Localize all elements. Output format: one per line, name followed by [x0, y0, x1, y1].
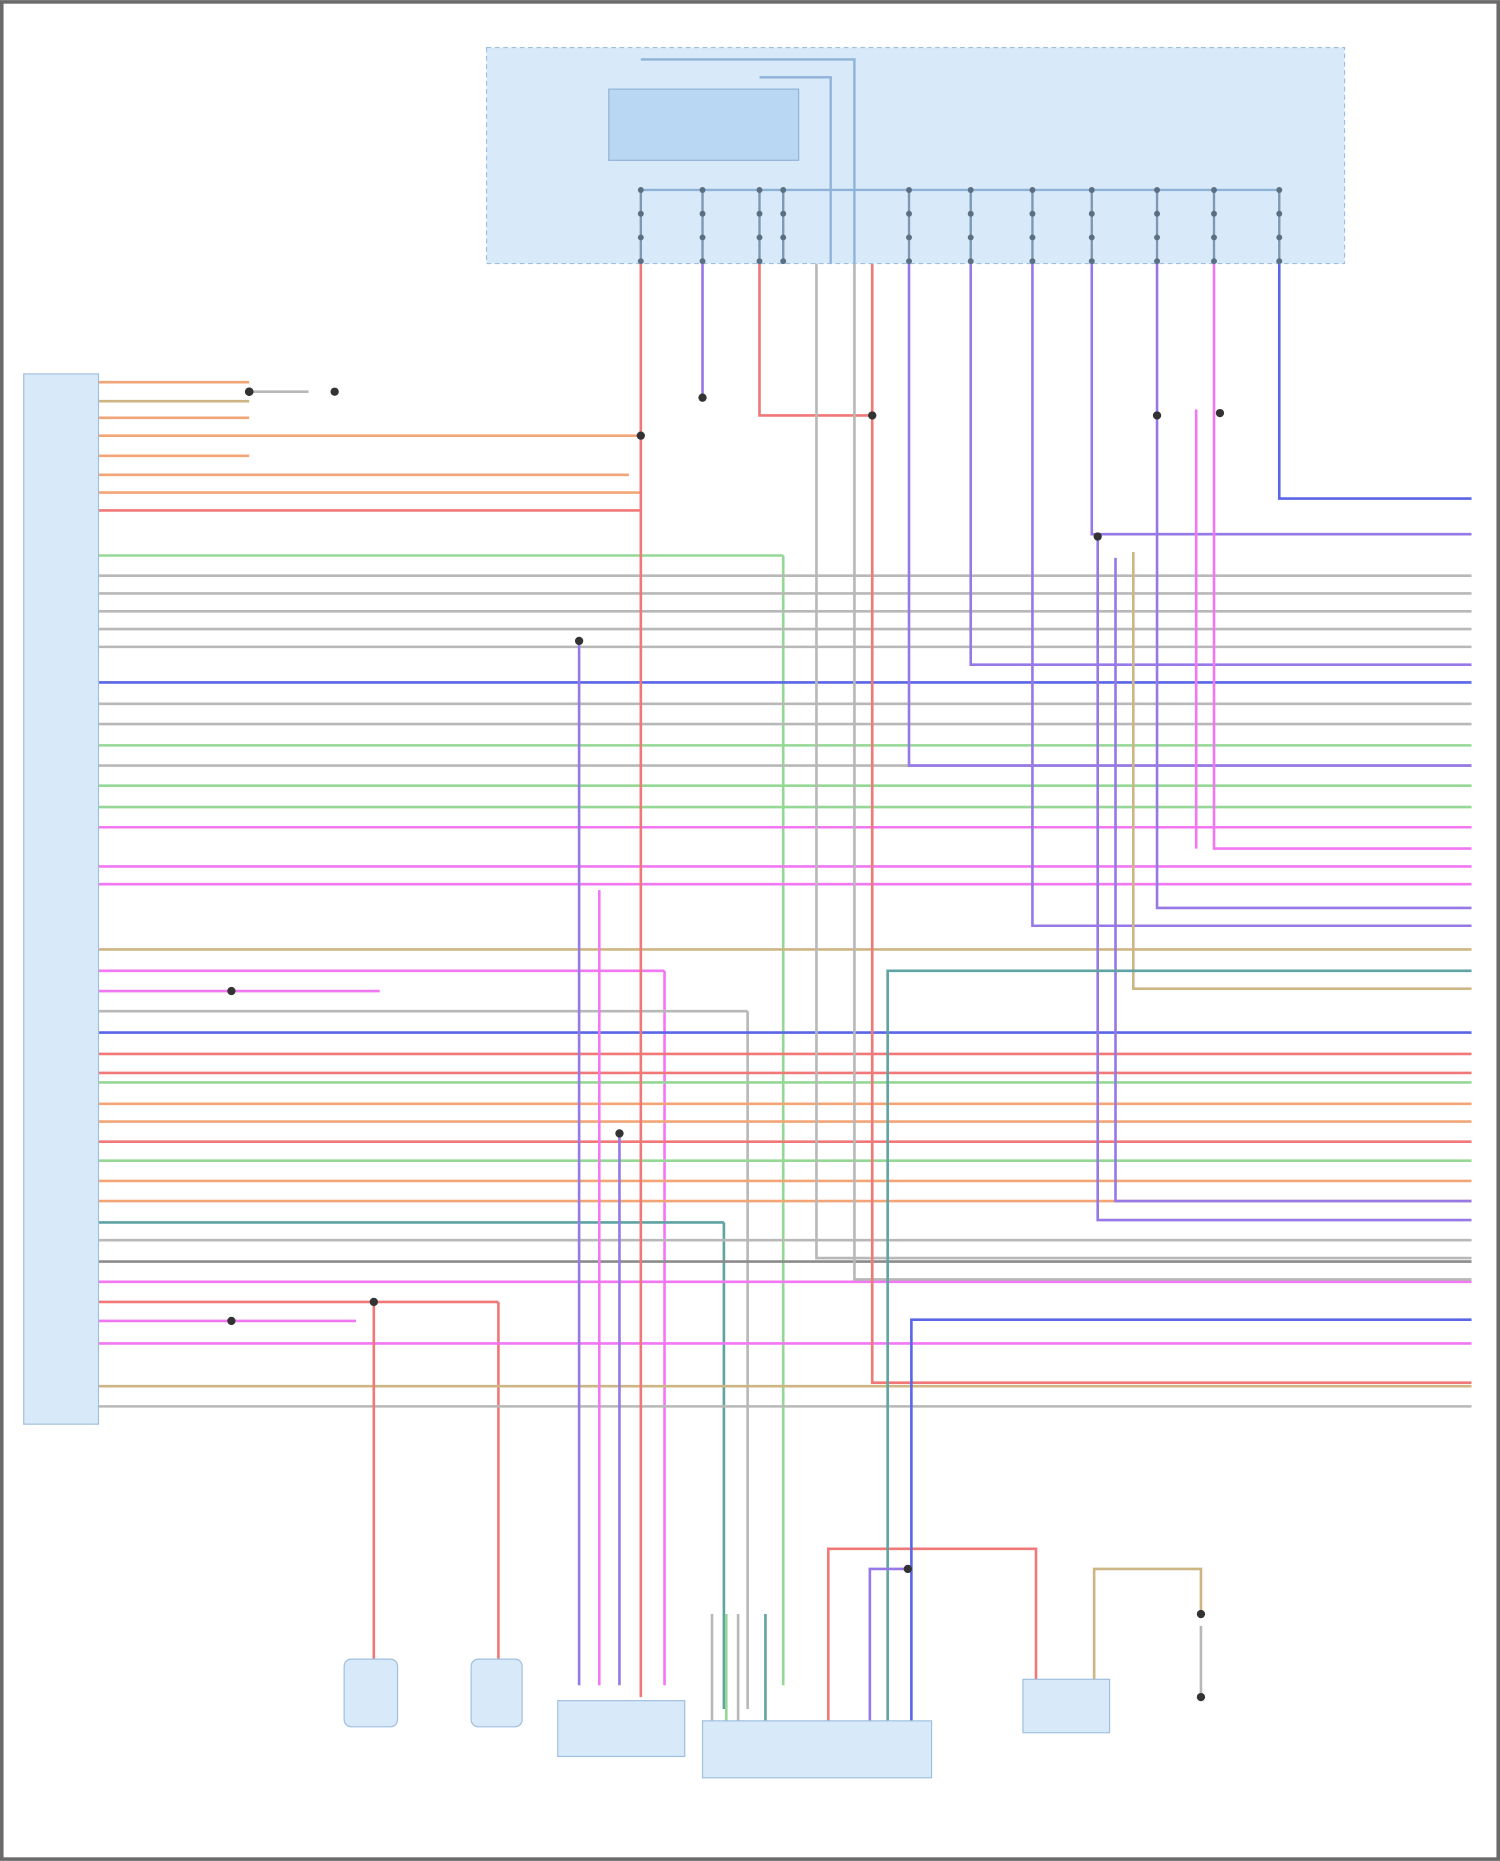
pin-dot: [1154, 187, 1161, 193]
relay-box: [608, 88, 800, 161]
pin-dot: [756, 234, 763, 241]
splice-dot: [369, 1297, 378, 1307]
component-switch: [1022, 1678, 1111, 1734]
splice-dot: [868, 411, 877, 420]
pin-dot: [1088, 234, 1095, 241]
splice-dot: [1215, 408, 1225, 418]
pin-dot: [1211, 258, 1217, 265]
vertical-wire: [1090, 263, 1472, 536]
vertical-wire: [870, 263, 1472, 1384]
splice-dot: [227, 1316, 236, 1326]
internal-bus: [759, 76, 832, 264]
pin-dot: [699, 187, 706, 193]
component-main-connector: [701, 1720, 933, 1779]
pin-dot: [1154, 258, 1161, 265]
bottom-wire: [1092, 1567, 1203, 1680]
pin-dot: [756, 258, 763, 265]
pin-dot: [1088, 258, 1095, 265]
pin-dot: [1088, 210, 1095, 217]
pin-dot: [967, 187, 974, 193]
pin-dot: [780, 187, 787, 193]
bottom-wire: [910, 1318, 1472, 1721]
pin-dot: [967, 210, 974, 217]
pin-dot: [1276, 187, 1283, 193]
splice-dot: [245, 387, 254, 396]
wire-branch: [1096, 536, 1472, 1222]
pin-dot: [1088, 187, 1095, 193]
pin-dot: [1154, 210, 1161, 217]
pin-dot: [780, 234, 787, 241]
splice-points: [227, 387, 1225, 1702]
pin-dot: [1154, 234, 1161, 241]
splice-dot: [903, 1564, 912, 1574]
pin-dot: [906, 234, 912, 241]
vertical-wire: [969, 263, 1472, 666]
wires-layer: [98, 263, 1472, 1721]
vertical-wire: [815, 263, 1472, 1260]
bottom-wire: [827, 1547, 1038, 1721]
pin-dot: [780, 210, 787, 217]
pin-dot: [1029, 258, 1036, 265]
pin-dot: [967, 258, 974, 265]
pin-dot: [699, 210, 706, 217]
splice-dot: [615, 1129, 624, 1138]
pin-dot: [699, 258, 706, 265]
splice-dot: [574, 636, 584, 646]
splice-dot: [227, 986, 236, 996]
pin-dot: [967, 234, 974, 241]
pin-dot: [1029, 234, 1036, 241]
vertical-wire: [907, 263, 1472, 767]
pin-dot: [1276, 210, 1283, 217]
pin-dot: [1276, 258, 1283, 265]
pin-dot: [1276, 234, 1283, 241]
vertical-wire: [853, 263, 1472, 1281]
bottom-wire: [886, 969, 1472, 1721]
vertical-wire: [1155, 263, 1472, 910]
component-solenoid-2: [470, 1658, 523, 1728]
pin-dot: [637, 210, 644, 217]
pin-dot: [906, 210, 912, 217]
splice-dot: [1196, 1609, 1206, 1619]
splice-dot: [330, 387, 339, 396]
vertical-wire: [1031, 263, 1472, 928]
splice-dot: [1152, 411, 1162, 420]
vertical-wire: [758, 263, 873, 417]
pin-dot: [756, 210, 763, 217]
bottom-wire: [868, 1567, 908, 1721]
component-sensor-connector: [557, 1700, 686, 1758]
pin-dot: [780, 258, 787, 265]
pin-dot: [906, 187, 912, 193]
splice-dot: [1093, 532, 1102, 541]
pin-dot: [1029, 210, 1036, 217]
pin-dot: [1211, 210, 1217, 217]
splice-dot: [1196, 1692, 1206, 1702]
pin-dot: [637, 234, 644, 241]
vertical-wire: [1212, 263, 1472, 850]
pin-dot: [637, 187, 644, 193]
wire-branch: [1114, 557, 1472, 1203]
splice-dot: [636, 431, 645, 440]
pin-dot: [637, 258, 644, 265]
wire-branch: [1132, 551, 1472, 990]
module-internal-wiring: [637, 58, 1283, 265]
pin-dot: [1029, 187, 1036, 193]
vertical-wire: [1277, 263, 1472, 500]
pin-dot: [756, 187, 763, 193]
pin-dot: [906, 258, 912, 265]
splice-dot: [698, 393, 707, 402]
pin-dot: [1211, 234, 1217, 241]
left-connector: [23, 373, 100, 1425]
component-solenoid-1: [343, 1658, 399, 1728]
pin-dot: [1211, 187, 1217, 193]
internal-bus: [640, 58, 856, 264]
pin-dot: [699, 234, 706, 241]
